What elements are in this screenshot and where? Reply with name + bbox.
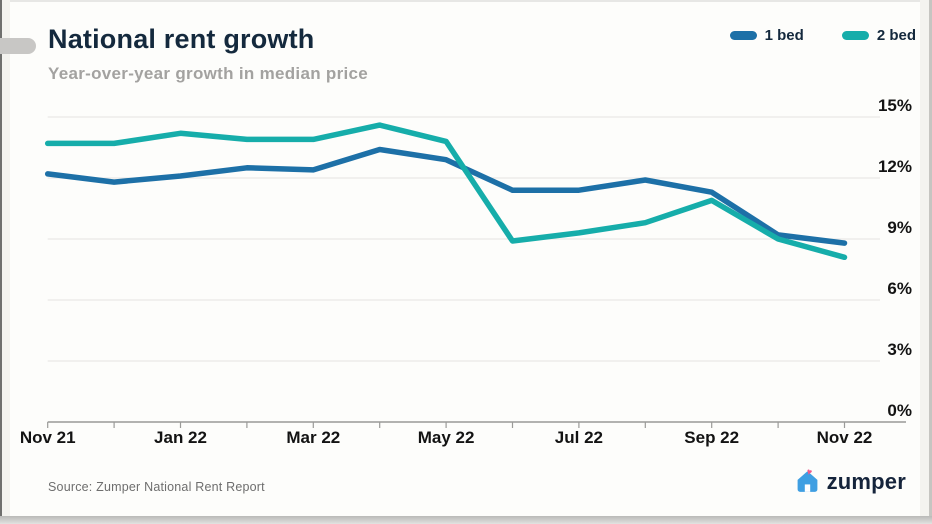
legend-swatch-1-bed xyxy=(729,31,757,40)
legend-label: 2 bed xyxy=(876,27,916,44)
source-note: Source: Zumper National Rent Report xyxy=(48,480,265,494)
frame-edge-right xyxy=(920,0,932,524)
frame-edge-top xyxy=(0,0,932,2)
zumper-logo-text: zumper xyxy=(826,468,906,494)
legend-item-1-bed: 1 bed xyxy=(729,27,804,44)
series-line-2-bed xyxy=(44,122,848,261)
y-tick-label-0: 0% xyxy=(887,401,912,420)
y-tick-label-6: 6% xyxy=(887,279,912,298)
x-tick-label-jan-22: Jan 22 xyxy=(154,428,207,447)
x-tick-label-jul-22: Jul 22 xyxy=(554,428,603,447)
zumper-logo: ♥ zumper xyxy=(794,468,906,495)
y-tick-label-3: 3% xyxy=(887,340,912,359)
x-tick-label-sep-22: Sep 22 xyxy=(684,428,740,447)
legend-item-2-bed: 2 bed xyxy=(841,27,916,44)
x-tick-label-nov-22: Nov 22 xyxy=(816,428,873,447)
y-tick-label-15: 15% xyxy=(877,96,912,115)
series-line-1-bed xyxy=(44,146,848,246)
legend: 1 bed 2 bed xyxy=(729,27,916,44)
frame-edge-left xyxy=(0,0,10,524)
legend-swatch-2-bed xyxy=(841,31,869,40)
corner-tab xyxy=(0,38,36,54)
y-tick-label-9: 9% xyxy=(887,218,912,237)
chart-title: National rent growth xyxy=(48,24,315,54)
x-tick-label-nov-21: Nov 21 xyxy=(19,428,76,447)
zumper-house-icon: ♥ xyxy=(797,468,817,492)
svg-text:♥: ♥ xyxy=(805,468,813,477)
legend-label: 1 bed xyxy=(764,27,804,44)
chart-subtitle: Year-over-year growth in median price xyxy=(48,64,369,83)
frame-edge-bottom xyxy=(0,516,932,524)
y-tick-label-12: 12% xyxy=(877,157,912,176)
x-tick-label-may-22: May 22 xyxy=(417,428,475,447)
x-tick-label-mar-22: Mar 22 xyxy=(286,428,341,447)
